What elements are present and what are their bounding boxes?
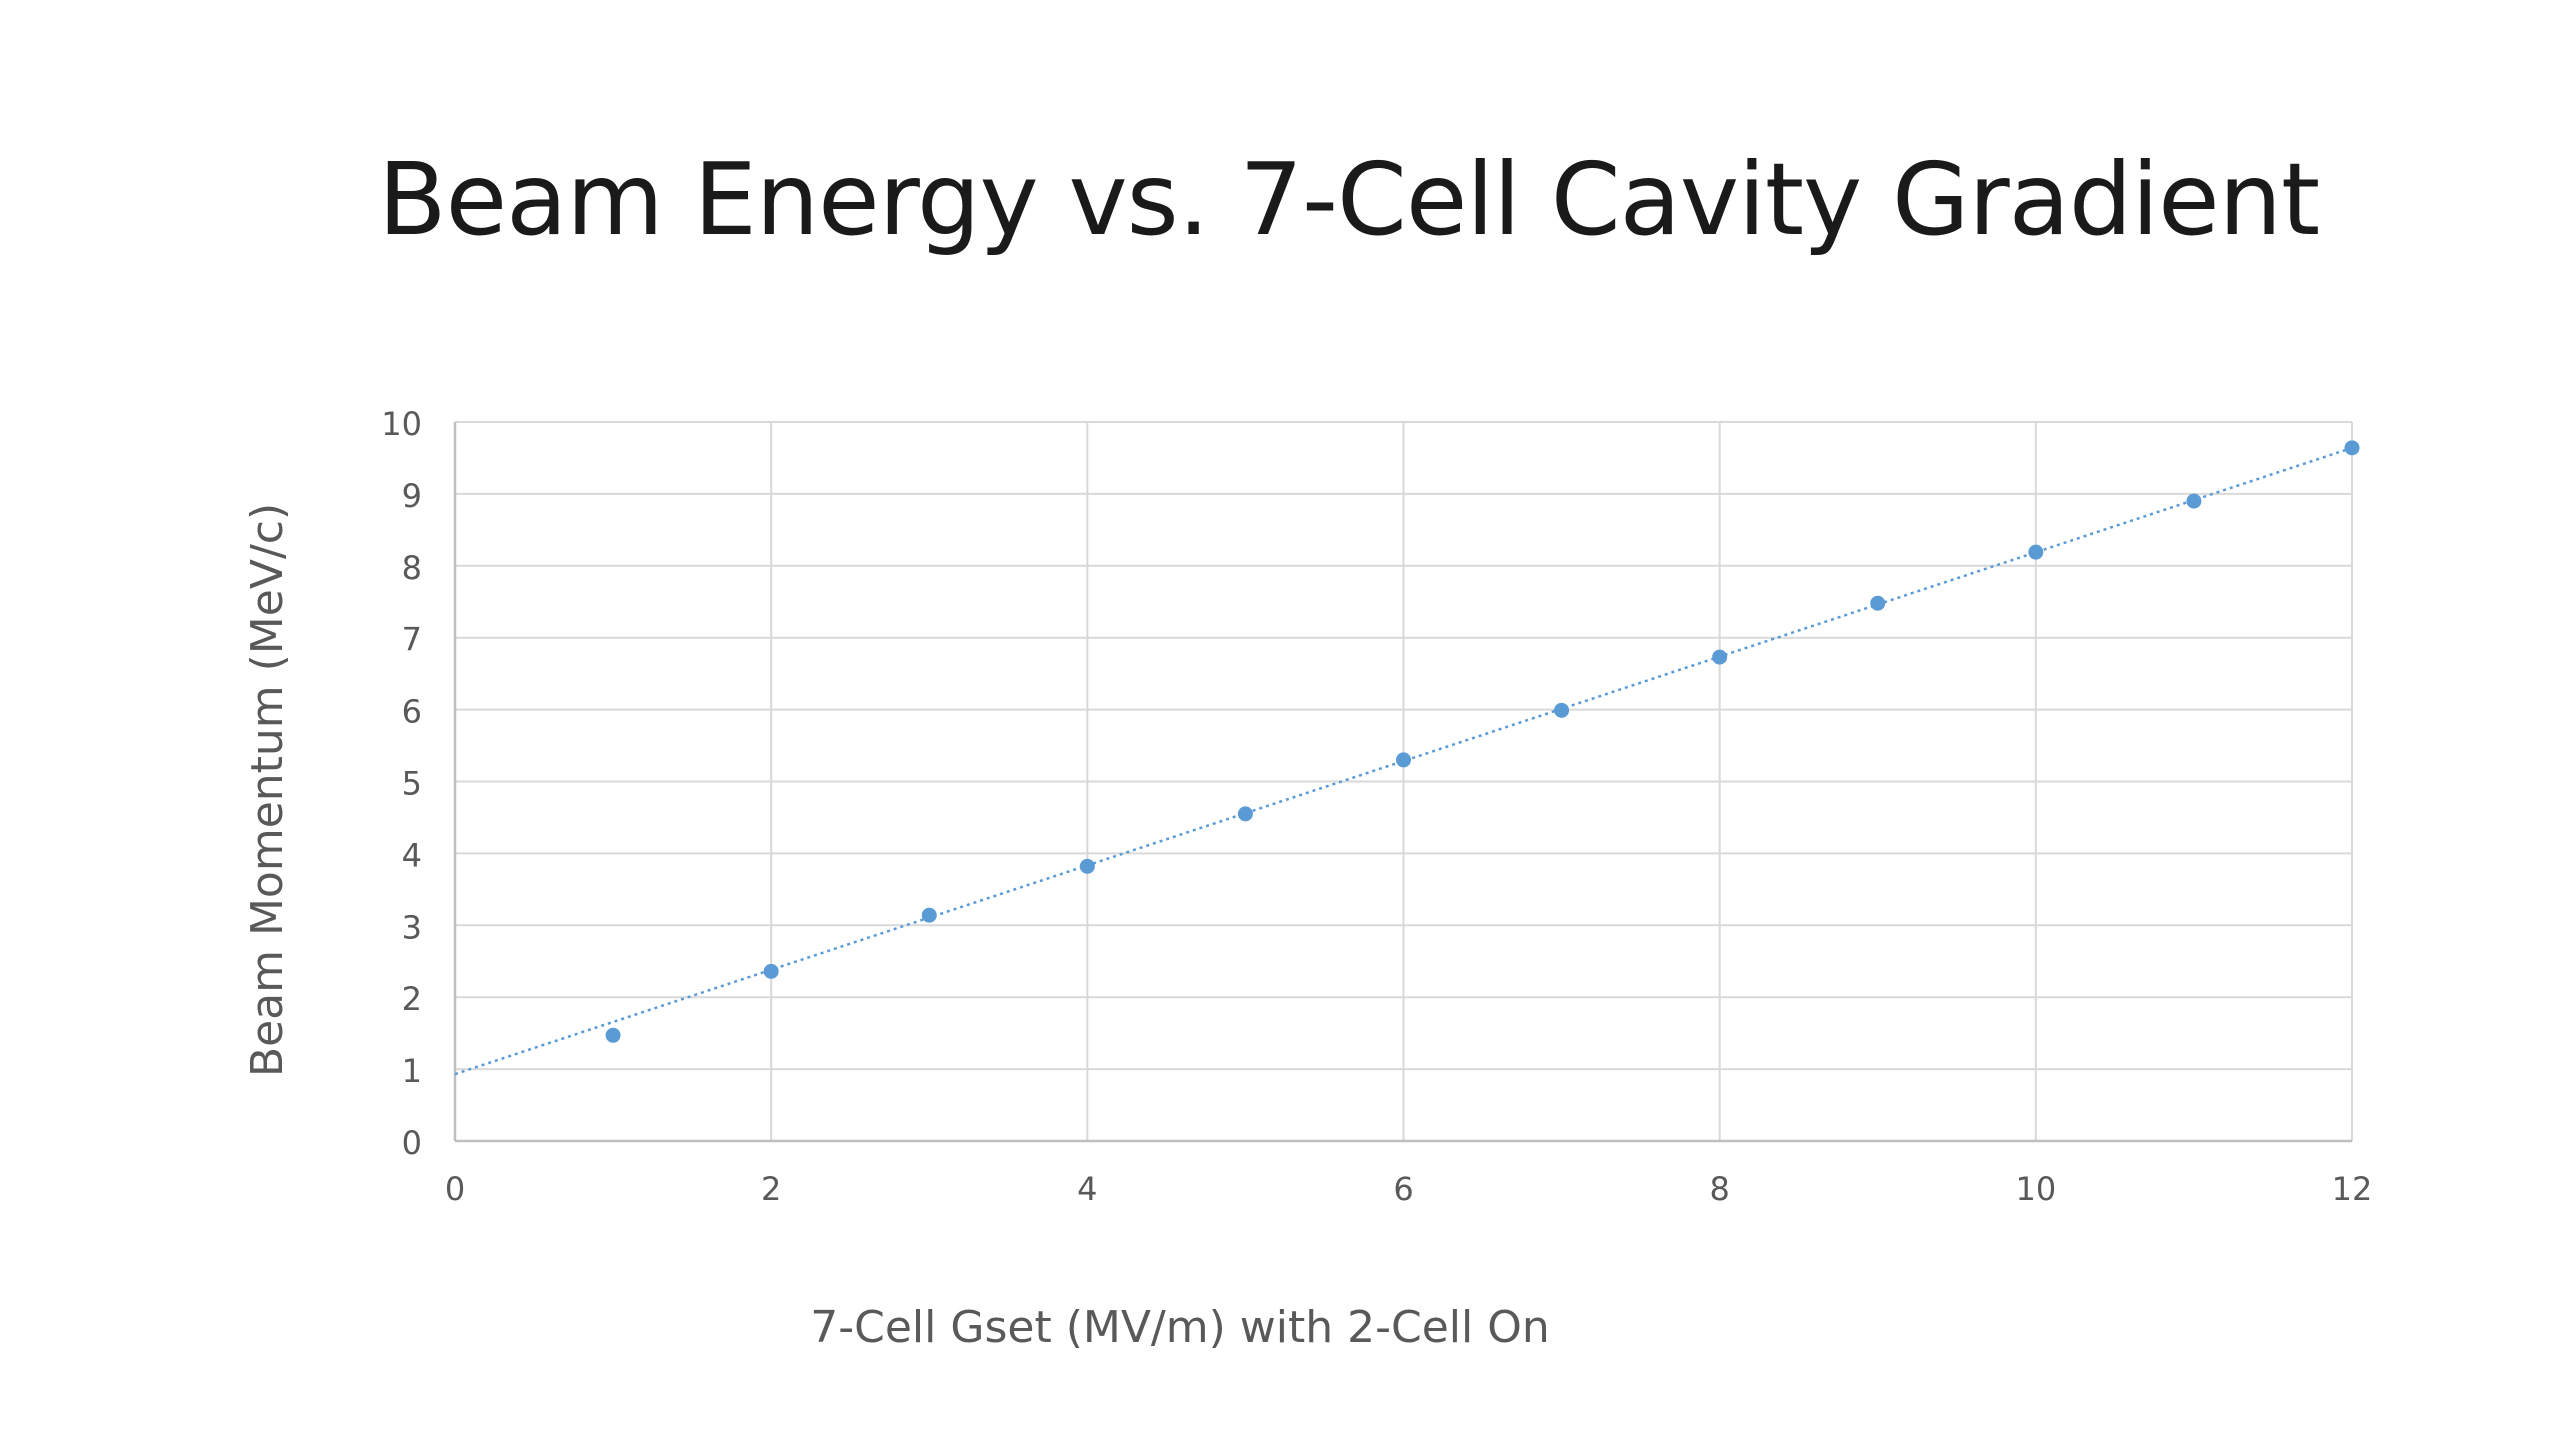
y-tick-label: 9: [402, 477, 422, 515]
data-point: [1712, 649, 1728, 665]
data-point: [1870, 595, 1886, 611]
data-point: [1554, 702, 1570, 718]
y-tick-label: 4: [402, 836, 422, 874]
y-tick-label: 1: [402, 1052, 422, 1090]
data-point: [763, 963, 779, 979]
x-axis-label: 7-Cell Gset (MV/m) with 2-Cell On: [810, 1302, 1549, 1353]
y-tick-label: 5: [402, 765, 422, 803]
data-point: [921, 907, 937, 923]
x-tick-label: 12: [2332, 1170, 2373, 1208]
y-tick-label: 2: [402, 980, 422, 1018]
y-tick-label: 3: [402, 908, 422, 946]
x-tick-label: 8: [1709, 1170, 1729, 1208]
y-tick-labels: 0 1 2 3 4 5 6 7 8 9 10: [381, 405, 422, 1162]
data-point: [1237, 806, 1253, 822]
y-tick-label: 10: [381, 405, 422, 443]
y-tick-label: 8: [402, 549, 422, 587]
data-points: [605, 440, 2360, 1043]
page-title: Beam Energy vs. 7-Cell Cavity Gradient: [378, 141, 2320, 258]
axes: [453, 422, 2352, 1143]
y-tick-label: 0: [402, 1124, 422, 1162]
y-axis-label: Beam Momentum (MeV/c): [242, 503, 293, 1077]
x-tick-label: 4: [1077, 1170, 1097, 1208]
x-tick-labels: 0 2 4 6 8 10 12: [445, 1170, 2373, 1208]
y-tick-label: 6: [402, 693, 422, 731]
x-tick-label: 10: [2015, 1170, 2056, 1208]
gridlines: [455, 421, 2353, 1141]
data-point: [2344, 440, 2360, 456]
y-tick-label: 7: [402, 621, 422, 659]
data-point: [605, 1027, 621, 1043]
data-point: [2028, 544, 2044, 560]
data-point: [1396, 752, 1411, 768]
x-tick-label: 6: [1393, 1170, 1413, 1208]
x-tick-label: 0: [445, 1170, 465, 1208]
data-point: [1079, 858, 1095, 874]
x-tick-label: 2: [761, 1170, 781, 1208]
data-point: [2186, 493, 2202, 509]
